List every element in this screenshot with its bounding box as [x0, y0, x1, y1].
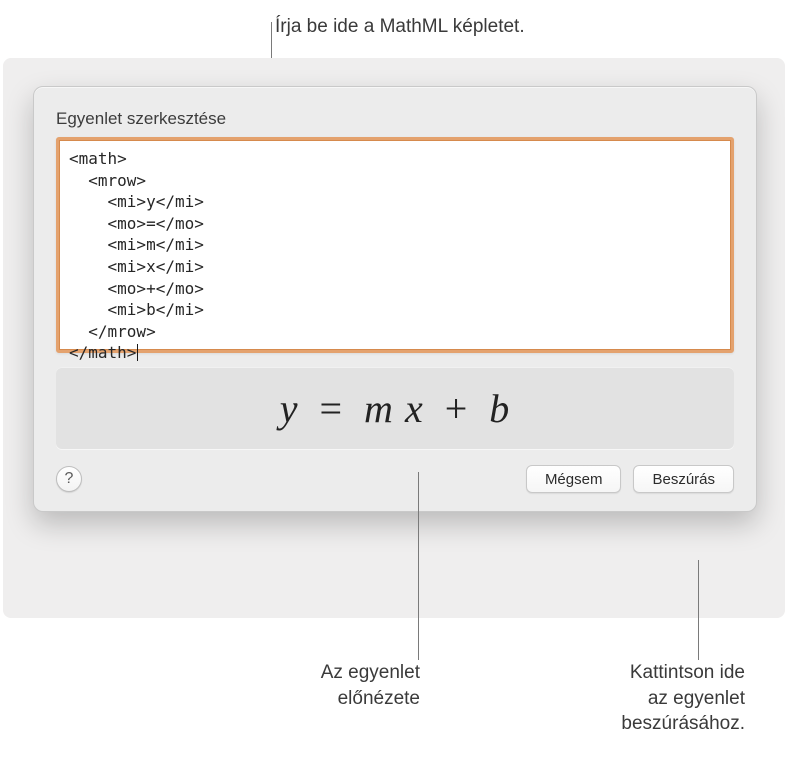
rendered-equation: y = m x + b	[280, 385, 511, 432]
callout-leader-insert	[698, 560, 699, 660]
help-button[interactable]: ?	[56, 466, 82, 492]
equation-equals: =	[309, 386, 353, 431]
equation-y: y	[280, 386, 299, 431]
equation-plus: +	[435, 386, 479, 431]
dialog-title: Egyenlet szerkesztése	[56, 109, 734, 129]
callout-leader-preview	[418, 472, 419, 660]
editor-content: <math> <mrow> <mi>y</mi> <mo>=</mo> <mi>…	[69, 149, 204, 362]
callout-preview-text: Az egyenletelőnézete	[270, 660, 420, 711]
help-icon: ?	[65, 470, 74, 488]
dialog-button-row: ? Mégsem Beszúrás	[56, 465, 734, 493]
insert-button[interactable]: Beszúrás	[633, 465, 734, 493]
equation-preview-panel: y = m x + b	[56, 367, 734, 449]
mathml-editor-textarea[interactable]: <math> <mrow> <mi>y</mi> <mo>=</mo> <mi>…	[56, 137, 734, 353]
text-caret	[137, 344, 138, 361]
equation-edit-dialog: Egyenlet szerkesztése <math> <mrow> <mi>…	[33, 86, 757, 512]
callout-top: Írja be ide a MathML képletet.	[275, 16, 525, 38]
equation-m: m	[364, 386, 394, 431]
cancel-button[interactable]: Mégsem	[526, 465, 622, 493]
equation-x: x	[405, 386, 424, 431]
callout-insert-text: Kattintson ideaz egyenletbeszúrásához.	[510, 660, 745, 737]
equation-b: b	[489, 386, 510, 431]
